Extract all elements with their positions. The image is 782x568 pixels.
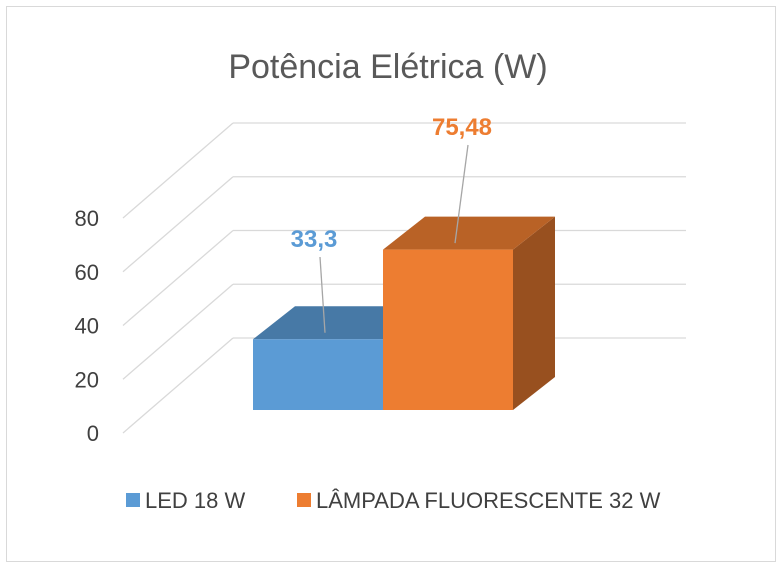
y-tick-label: 20 bbox=[75, 367, 99, 392]
gridline-side bbox=[122, 283, 234, 380]
gridline-side bbox=[122, 176, 234, 273]
bar-top-face bbox=[383, 216, 555, 250]
bar-top-face bbox=[253, 306, 425, 340]
gridline-side bbox=[122, 122, 234, 219]
legend-swatch bbox=[126, 493, 140, 507]
y-axis-ticks: 0 20 40 60 80 bbox=[75, 206, 99, 446]
gridline-side bbox=[122, 337, 234, 434]
y-tick-label: 80 bbox=[75, 206, 99, 231]
bar bbox=[383, 249, 513, 410]
legend-label: LED 18 W bbox=[145, 488, 245, 513]
legend-label: LÂMPADA FLUORESCENTE 32 W bbox=[316, 488, 661, 513]
legend: LED 18 W LÂMPADA FLUORESCENTE 32 W bbox=[126, 488, 661, 513]
data-label: 33,3 bbox=[291, 226, 338, 253]
y-tick-label: 0 bbox=[87, 421, 99, 446]
data-labels: 33,3 75,48 bbox=[291, 114, 492, 333]
y-tick-label: 60 bbox=[75, 260, 99, 285]
bars bbox=[253, 216, 555, 410]
y-tick-label: 40 bbox=[75, 314, 99, 339]
leader-line bbox=[319, 256, 326, 333]
data-label: 75,48 bbox=[432, 114, 492, 141]
gridline-side bbox=[122, 230, 234, 326]
leader-line bbox=[454, 144, 469, 244]
legend-swatch bbox=[297, 493, 311, 507]
bar-side-face bbox=[513, 216, 555, 410]
bar bbox=[253, 339, 383, 410]
chart-title: Potência Elétrica (W) bbox=[228, 48, 547, 86]
